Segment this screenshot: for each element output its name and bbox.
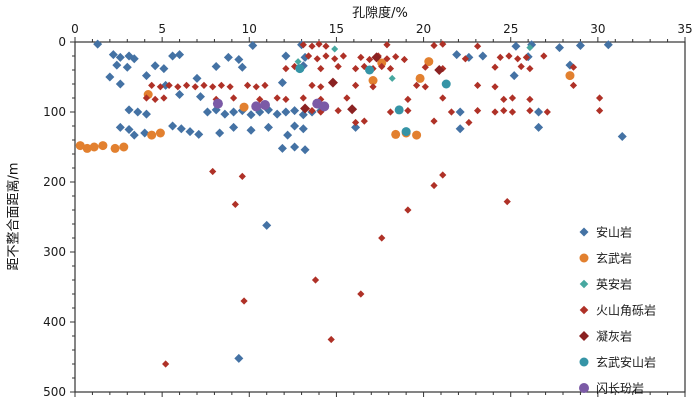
legend-label: 安山岩 (596, 224, 632, 239)
series-volcanic-breccia (142, 40, 604, 368)
legend-label: 凝灰岩 (596, 328, 632, 343)
legend-item-andesite: 安山岩 (579, 224, 632, 239)
y-tick-label: 200 (43, 175, 66, 189)
x-tick-label: 25 (503, 22, 518, 36)
series-dacite (294, 44, 534, 82)
y-tick-label: 300 (43, 245, 66, 259)
y-tick-label: 400 (43, 315, 66, 329)
y-tick-label: 0 (58, 35, 66, 49)
x-tick-label: 0 (71, 22, 79, 36)
series-diorite-porphyrite (212, 98, 330, 112)
tick-labels: 0 5 10 15 20 25 30 35 0 100 200 300 400 500 (43, 22, 693, 399)
series-basaltic-andesite (295, 64, 451, 137)
legend-item-volcanic-breccia: 火山角砾岩 (579, 302, 656, 317)
legend-label: 火山角砾岩 (596, 302, 656, 317)
plot-border (74, 41, 686, 393)
y-tick-label: 100 (43, 105, 66, 119)
legend-item-dacite: 英安岩 (579, 276, 632, 291)
legend-item-tuff: 凝灰岩 (579, 328, 632, 343)
legend-label: 英安岩 (596, 276, 632, 291)
series-andesite (93, 39, 627, 363)
x-tick-label: 35 (677, 22, 692, 36)
x-axis-title: 孔隙度/% (352, 6, 408, 21)
axes (70, 37, 686, 397)
series-tuff (300, 52, 445, 115)
x-tick-label: 10 (242, 22, 257, 36)
legend-label: 玄武岩 (596, 250, 632, 265)
x-tick-label: 5 (158, 22, 166, 36)
legend-item-basaltic-andesite: 玄武安山岩 (579, 354, 656, 369)
y-tick-label: 500 (43, 385, 66, 399)
series-basalt (75, 57, 575, 153)
legend-label: 玄武安山岩 (596, 354, 656, 369)
x-tick-label: 20 (416, 22, 431, 36)
legend-item-basalt: 玄武岩 (579, 250, 632, 265)
x-tick-label: 30 (590, 22, 605, 36)
x-tick-label: 15 (329, 22, 344, 36)
legend-item-diorite-porphyrite: 闪长玢岩 (579, 380, 644, 395)
legend-label: 闪长玢岩 (596, 380, 644, 395)
